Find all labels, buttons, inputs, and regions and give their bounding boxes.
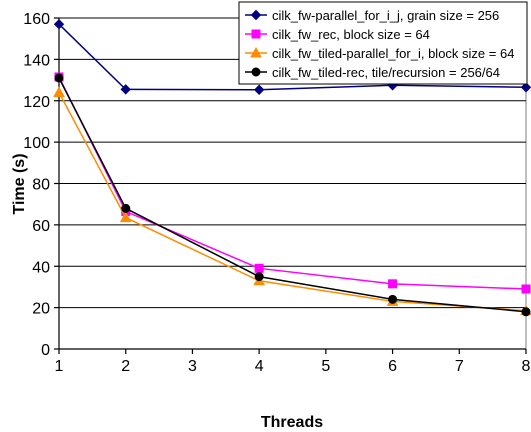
legend: cilk_fw-parallel_for_i_j, grain size = 2… xyxy=(238,1,528,85)
y-axis-title: Time (s) xyxy=(11,153,28,214)
y-tick-label-0: 0 xyxy=(41,342,50,359)
series-3 xyxy=(54,73,531,317)
series-2-point-1 xyxy=(119,211,132,223)
legend-label-0: cilk_fw-parallel_for_i_j, grain size = 2… xyxy=(272,8,499,23)
y-tick-label-60: 60 xyxy=(32,218,50,235)
legend-label-2: cilk_fw_tiled-parallel_for_i, block size… xyxy=(272,46,514,61)
series-3-point-2 xyxy=(254,272,264,282)
series-3-point-3 xyxy=(388,294,398,304)
y-tick-label-100: 100 xyxy=(23,135,50,152)
x-tick-label-5: 5 xyxy=(321,358,330,375)
series-1-point-3 xyxy=(388,279,398,289)
x-tick-label-4: 4 xyxy=(255,358,264,375)
series-group xyxy=(53,18,531,317)
y-tick-labels: 0 20 40 60 80 100 120 140 160 xyxy=(23,11,50,359)
series-3-point-0 xyxy=(54,73,64,83)
legend-marker-2 xyxy=(250,46,262,58)
series-1-point-2 xyxy=(254,263,264,273)
y-tick-label-160: 160 xyxy=(23,11,50,28)
x-axis-title: Threads xyxy=(261,414,323,431)
series-0-point-2 xyxy=(253,84,265,95)
legend-label-1: cilk_fw_rec, block size = 64 xyxy=(272,27,430,42)
legend-marker-0 xyxy=(250,9,262,21)
series-1-point-4 xyxy=(521,284,531,294)
y-tick-label-120: 120 xyxy=(23,94,50,111)
y-tick-label-140: 140 xyxy=(23,52,50,69)
x-tick-label-8: 8 xyxy=(522,358,531,375)
series-2-point-0 xyxy=(53,86,65,97)
x-tick-label-1: 1 xyxy=(55,358,64,375)
x-tick-label-7: 7 xyxy=(455,358,464,375)
series-3-point-4 xyxy=(521,307,531,317)
y-tick-label-80: 80 xyxy=(32,177,50,194)
legend-marker-1 xyxy=(251,29,261,39)
legend-box xyxy=(238,1,528,85)
legend-marker-3 xyxy=(251,67,261,77)
y-tick-label-40: 40 xyxy=(32,259,50,276)
series-0-point-1 xyxy=(120,84,131,95)
y-tick-label-20: 20 xyxy=(32,301,50,318)
legend-label-3: cilk_fw_tiled-rec, tile/recursion = 256/… xyxy=(272,65,500,80)
series-0 xyxy=(53,18,531,95)
x-tick-label-6: 6 xyxy=(388,358,397,375)
x-tick-label-3: 3 xyxy=(188,358,197,375)
series-0-point-0 xyxy=(53,18,65,30)
x-tick-label-2: 2 xyxy=(121,358,130,375)
x-tick-labels: 1 2 3 4 5 6 7 8 xyxy=(55,358,531,375)
series-0-point-4 xyxy=(520,82,531,93)
series-3-point-1 xyxy=(121,203,131,213)
